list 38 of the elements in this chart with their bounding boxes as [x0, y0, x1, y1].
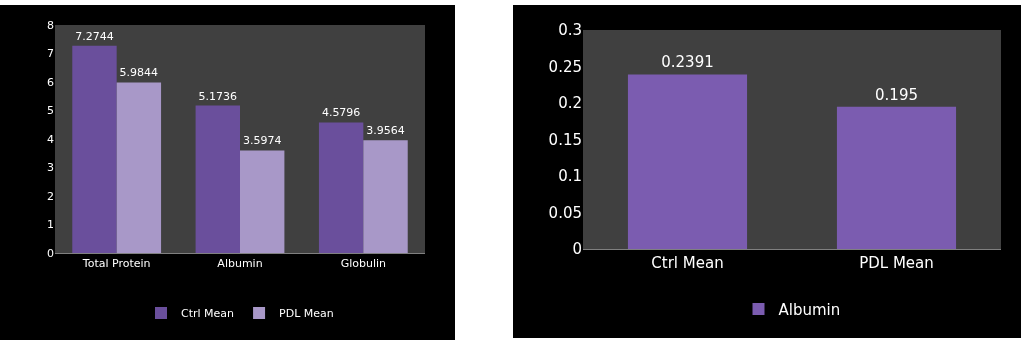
- y-tick-label: 5: [47, 104, 54, 118]
- y-tick-label: 8: [47, 18, 54, 32]
- y-tick-label: 0.3: [558, 21, 582, 40]
- data-label: 5.1736: [198, 89, 238, 103]
- x-tick-label: Total Protein: [81, 257, 151, 271]
- y-tick-label: 0.2: [558, 94, 582, 113]
- x-tick-label: Albumin: [217, 257, 263, 271]
- y-tick-label: 0.05: [548, 203, 582, 222]
- legend-label: Ctrl Mean: [181, 307, 235, 321]
- y-tick-label: 0.25: [548, 57, 582, 76]
- y-tick-label: 0.15: [548, 130, 582, 149]
- y-tick-label: 7: [47, 47, 54, 61]
- legend-label: PDL Mean: [279, 307, 334, 321]
- data-label: 3.5974: [242, 134, 282, 148]
- y-tick-label: 0: [572, 240, 582, 259]
- bar: [240, 150, 285, 253]
- bar: [116, 82, 162, 253]
- bar: [195, 105, 240, 253]
- data-label: 7.2744: [75, 29, 114, 43]
- x-tick-label: Ctrl Mean: [651, 254, 724, 272]
- y-tick-label: 3: [47, 161, 54, 175]
- data-label: 3.9564: [366, 124, 405, 138]
- data-label: 5.9844: [119, 66, 159, 80]
- y-tick-label: 4: [47, 132, 54, 146]
- y-tick-label: 1: [47, 218, 54, 232]
- data-label: 0.195: [875, 85, 918, 104]
- y-tick-label: 2: [47, 189, 54, 203]
- y-tick-label: 6: [47, 75, 54, 89]
- bar: [363, 140, 408, 253]
- bar: [72, 45, 117, 253]
- legend-label: Albumin: [778, 300, 841, 319]
- x-tick-label: PDL Mean: [859, 254, 934, 272]
- y-tick-label: 0.1: [558, 167, 582, 186]
- data-label: 4.5796: [321, 106, 361, 120]
- y-tick-label: 0: [47, 246, 54, 260]
- data-label: 0.2391: [661, 53, 714, 72]
- x-tick-label: Globulin: [340, 257, 387, 271]
- bar: [318, 122, 364, 253]
